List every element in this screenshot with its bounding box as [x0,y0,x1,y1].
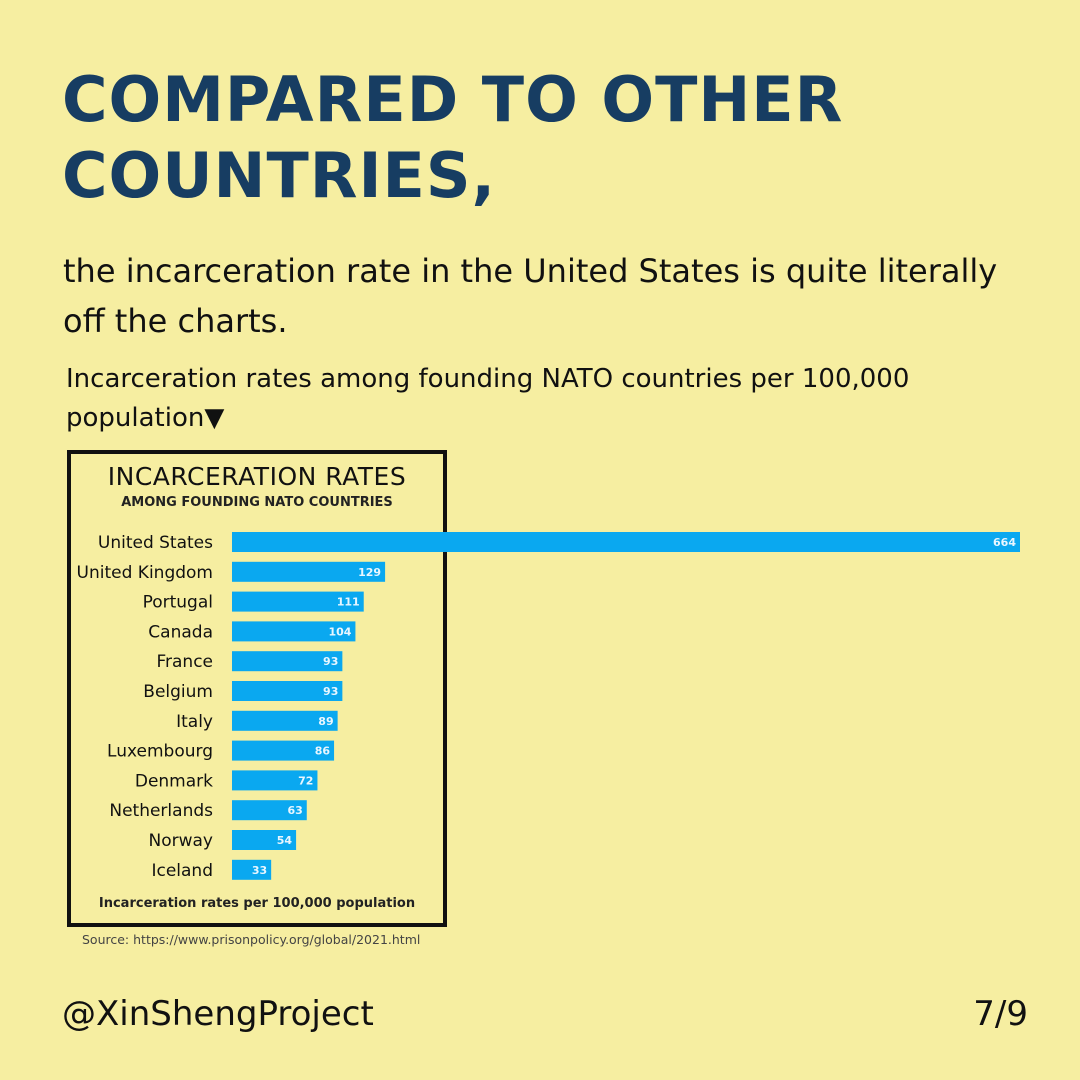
category-label: Portugal [143,593,213,613]
chart-source: Source: https://www.prisonpolicy.org/glo… [82,932,421,947]
x-axis-label: Incarceration rates per 100,000 populati… [98,896,416,911]
bar-italy [232,710,338,731]
bar-portugal [232,591,364,612]
category-label: Iceland [151,861,213,881]
page-heading: COMPARED TO OTHER COUNTRIES, [62,63,844,212]
category-label: Luxembourg [107,742,213,762]
subheading: the incarceration rate in the United Sta… [63,252,998,340]
category-label: Belgium [143,682,213,702]
chart-frame [67,450,447,927]
data-label: 104 [328,625,351,638]
data-label: 33 [252,864,267,877]
data-label: 111 [337,596,360,609]
data-label: 63 [287,804,302,817]
bar-belgium [232,681,343,701]
bar-denmark [232,770,318,791]
bar-netherlands [232,800,307,821]
data-label: 89 [318,715,333,728]
account-handle: @XinShengProject [62,994,374,1034]
chart-subtitle: AMONG FOUNDING NATO COUNTRIES [121,495,393,510]
data-label: 72 [298,774,313,787]
data-label: 93 [323,685,338,698]
category-label: Denmark [135,771,213,791]
category-label: France [156,652,213,672]
data-label: 129 [358,566,381,579]
category-label: Norway [149,831,214,851]
category-label: Italy [176,712,213,732]
bar-norway [232,830,297,850]
chart-title: INCARCERATION RATES [107,462,407,491]
category-label: Canada [148,622,213,642]
bar-united-kingdom [232,561,386,582]
bar-luxembourg [232,740,335,761]
category-label: United Kingdom [77,563,213,583]
bar-canada [232,621,356,642]
bar-france [232,651,343,672]
category-label: United States [98,533,213,553]
data-label: 54 [277,834,293,847]
data-label: 86 [315,745,331,758]
bar-united-states [232,532,1020,552]
data-label: 664 [993,536,1016,549]
data-label: 93 [323,655,338,668]
page-indicator: 7/9 [973,994,1028,1034]
category-label: Netherlands [109,801,213,821]
bar-iceland [232,859,272,880]
chart-caption: Incarceration rates among founding NATO … [66,364,910,433]
